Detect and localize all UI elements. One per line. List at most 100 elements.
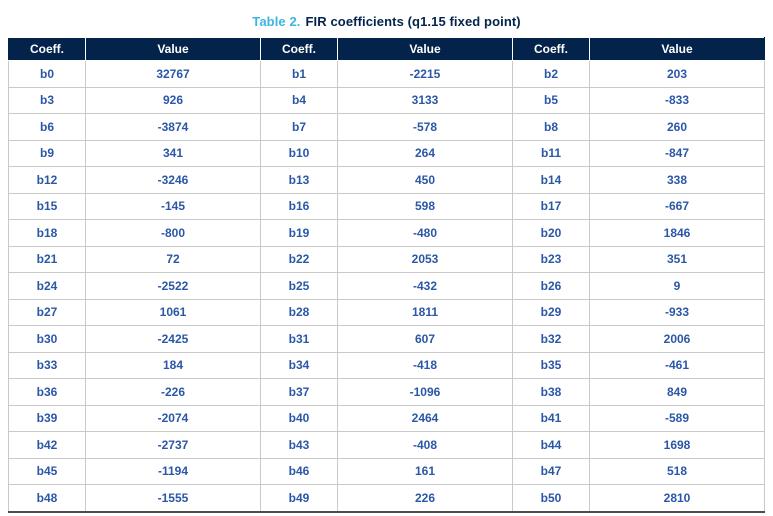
value-cell: 264 [337, 139, 513, 167]
coeff-cell: b23 [512, 245, 590, 273]
value-cell: 3133 [337, 86, 513, 114]
coeff-cell: b31 [260, 325, 338, 353]
value-cell: -847 [589, 139, 765, 167]
value-cell: -578 [337, 113, 513, 141]
value-cell: -800 [85, 219, 261, 247]
value-cell: 2810 [589, 484, 765, 512]
value-cell: 72 [85, 245, 261, 273]
value-cell: 1061 [85, 298, 261, 326]
coeff-cell: b28 [260, 298, 338, 326]
value-cell: -933 [589, 298, 765, 326]
value-cell: -667 [589, 192, 765, 220]
table-row: b21 72 b22 2053 b23 351 [8, 245, 765, 273]
table-row: b48 -1555 b49 226 b50 2810 [8, 484, 765, 512]
coeff-cell: b47 [512, 457, 590, 485]
coeff-cell: b24 [8, 272, 86, 300]
coeff-cell: b16 [260, 192, 338, 220]
coeff-cell: b1 [260, 60, 338, 88]
coeff-cell: b18 [8, 219, 86, 247]
table-row: b9 341 b10 264 b11 -847 [8, 139, 765, 167]
coeff-cell: b12 [8, 166, 86, 194]
coeff-cell: b40 [260, 404, 338, 432]
coeff-cell: b14 [512, 166, 590, 194]
column-header-value: Value [337, 37, 513, 61]
coeff-cell: b27 [8, 298, 86, 326]
table-row: b45 -1194 b46 161 b47 518 [8, 457, 765, 485]
coeff-cell: b21 [8, 245, 86, 273]
value-cell: 351 [589, 245, 765, 273]
table-title: Table 2. FIR coefficients (q1.15 fixed po… [0, 0, 773, 29]
coeff-cell: b22 [260, 245, 338, 273]
value-cell: 184 [85, 351, 261, 379]
table-title-label: Table 2. [252, 14, 301, 29]
value-cell: -589 [589, 404, 765, 432]
value-cell: 226 [337, 484, 513, 512]
table-row: b15 -145 b16 598 b17 -667 [8, 192, 765, 220]
coeff-cell: b48 [8, 484, 86, 512]
coeff-cell: b10 [260, 139, 338, 167]
value-cell: 607 [337, 325, 513, 353]
value-cell: 338 [589, 166, 765, 194]
value-cell: 260 [589, 113, 765, 141]
coeff-cell: b43 [260, 431, 338, 459]
coeff-cell: b50 [512, 484, 590, 512]
table-row: b27 1061 b28 1811 b29 -933 [8, 298, 765, 326]
value-cell: -2737 [85, 431, 261, 459]
coeff-cell: b11 [512, 139, 590, 167]
table-row: b39 -2074 b40 2464 b41 -589 [8, 404, 765, 432]
table-row: b36 -226 b37 -1096 b38 849 [8, 378, 765, 406]
coeff-cell: b8 [512, 113, 590, 141]
coeff-cell: b9 [8, 139, 86, 167]
value-cell: 518 [589, 457, 765, 485]
coeff-cell: b2 [512, 60, 590, 88]
coeff-cell: b26 [512, 272, 590, 300]
value-cell: -3246 [85, 166, 261, 194]
coeff-cell: b29 [512, 298, 590, 326]
value-cell: 450 [337, 166, 513, 194]
table-row: b18 -800 b19 -480 b20 1846 [8, 219, 765, 247]
coeff-cell: b44 [512, 431, 590, 459]
coeff-cell: b19 [260, 219, 338, 247]
coeff-cell: b34 [260, 351, 338, 379]
coeff-cell: b5 [512, 86, 590, 114]
column-header-value: Value [85, 37, 261, 61]
coeff-cell: b45 [8, 457, 86, 485]
value-cell: 2006 [589, 325, 765, 353]
value-cell: -418 [337, 351, 513, 379]
value-cell: -2215 [337, 60, 513, 88]
coeff-cell: b15 [8, 192, 86, 220]
value-cell: -2522 [85, 272, 261, 300]
coeff-cell: b20 [512, 219, 590, 247]
value-cell: 1698 [589, 431, 765, 459]
coeff-cell: b42 [8, 431, 86, 459]
value-cell: 341 [85, 139, 261, 167]
coeff-cell: b17 [512, 192, 590, 220]
value-cell: -1555 [85, 484, 261, 512]
coeff-cell: b6 [8, 113, 86, 141]
value-cell: 1811 [337, 298, 513, 326]
value-cell: 2053 [337, 245, 513, 273]
header-row: Coeff. Value Coeff. Value Coeff. Value [8, 37, 765, 61]
value-cell: -480 [337, 219, 513, 247]
value-cell: 9 [589, 272, 765, 300]
coeff-cell: b39 [8, 404, 86, 432]
coeff-cell: b36 [8, 378, 86, 406]
value-cell: 1846 [589, 219, 765, 247]
table-row: b30 -2425 b31 607 b32 2006 [8, 325, 765, 353]
coeff-cell: b25 [260, 272, 338, 300]
table-row: b33 184 b34 -418 b35 -461 [8, 351, 765, 379]
coeff-cell: b41 [512, 404, 590, 432]
table-row: b12 -3246 b13 450 b14 338 [8, 166, 765, 194]
fir-coefficients-table: Coeff. Value Coeff. Value Coeff. Value b0 3276… [8, 37, 765, 513]
table-body: b0 32767 b1 -2215 b2 203 b3 926 b4 3133 b5 -833 b6 -3… [8, 60, 765, 512]
value-cell: -2074 [85, 404, 261, 432]
value-cell: -408 [337, 431, 513, 459]
value-cell: 849 [589, 378, 765, 406]
column-header-coeff: Coeff. [260, 37, 338, 61]
table-row: b42 -2737 b43 -408 b44 1698 [8, 431, 765, 459]
value-cell: -1194 [85, 457, 261, 485]
value-cell: 598 [337, 192, 513, 220]
coeff-cell: b46 [260, 457, 338, 485]
coeff-cell: b49 [260, 484, 338, 512]
